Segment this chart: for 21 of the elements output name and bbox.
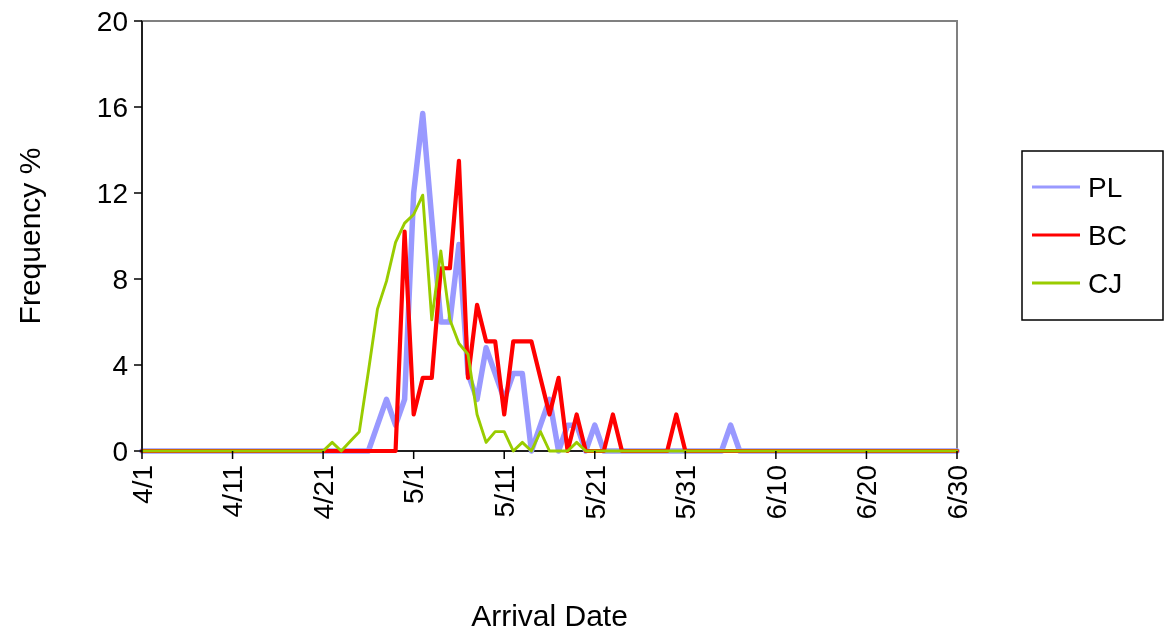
y-tick-label: 8 (112, 263, 128, 295)
legend-label: CJ (1088, 267, 1123, 299)
x-tick-label: 5/1 (398, 465, 430, 504)
y-axis-title: Frequency % (13, 147, 46, 325)
x-tick-label: 4/1 (126, 465, 158, 504)
y-tick-label: 20 (96, 5, 128, 37)
y-tick-label: 0 (112, 435, 128, 467)
x-axis-title: Arrival Date (471, 599, 628, 632)
x-tick-label: 6/20 (851, 465, 883, 520)
x-tick-label: 6/30 (941, 465, 973, 520)
y-tick-label: 16 (96, 91, 128, 123)
x-tick-label: 5/21 (579, 465, 611, 520)
x-tick-label: 5/31 (670, 465, 702, 520)
x-tick-label: 5/11 (489, 465, 521, 518)
x-tick-label: 6/10 (760, 465, 792, 520)
x-tick-label: 4/21 (307, 465, 339, 520)
y-tick-label: 12 (96, 177, 128, 209)
legend-label: PL (1088, 171, 1123, 203)
x-tick-label: 4/11 (217, 465, 249, 518)
legend-label: BC (1088, 219, 1127, 251)
y-tick-label: 4 (112, 349, 128, 381)
